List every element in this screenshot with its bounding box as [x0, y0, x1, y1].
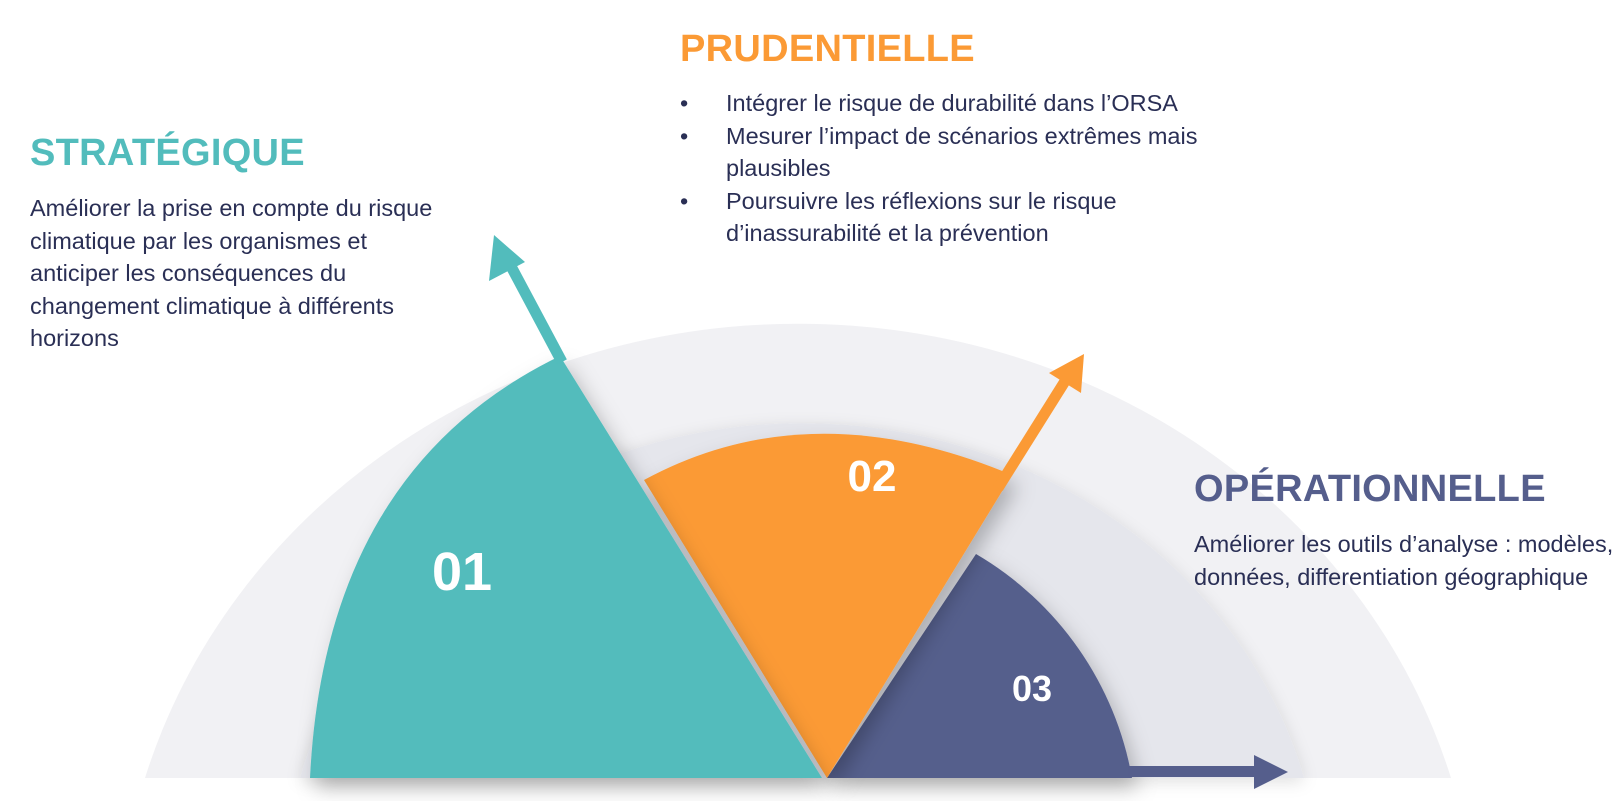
segment-02-number: 02: [848, 452, 897, 501]
strategique-title: STRATÉGIQUE: [30, 132, 305, 174]
segment-01: [310, 356, 822, 778]
prudentielle-item: Mesurer l’impact de scénarios extrêmes m…: [680, 120, 1200, 185]
strategique-description: Améliorer la prise en compte du risque c…: [30, 195, 433, 351]
arrow-up-left-icon: [489, 235, 567, 365]
operationnelle-title: OPÉRATIONNELLE: [1194, 468, 1546, 510]
prudentielle-item: Intégrer le risque de durabilité dans l’…: [680, 87, 1200, 120]
prudentielle-list: Intégrer le risque de durabilité dans l’…: [680, 87, 1200, 250]
segment-03: [827, 554, 1132, 778]
arrow-up-right-icon: [993, 354, 1084, 491]
segment-02: [644, 433, 1012, 778]
prudentielle-item: Poursuivre les réflexions sur le risque …: [680, 185, 1200, 250]
segment-03-number: 03: [1012, 668, 1052, 709]
prudentielle-title: PRUDENTIELLE: [680, 28, 975, 70]
segment-01-number: 01: [432, 542, 492, 602]
arrow-right-icon: [1128, 755, 1288, 789]
operationnelle-description: Améliorer les outils d’analyse : modèles…: [1194, 531, 1614, 590]
